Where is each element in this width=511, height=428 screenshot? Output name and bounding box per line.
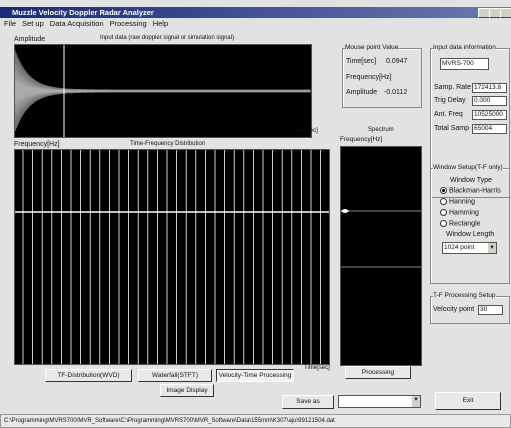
samp-rate-field: 172413.8 bbox=[472, 83, 507, 93]
group-title: T-F Processing Setup bbox=[433, 292, 496, 299]
axis-label: Amplitude bbox=[14, 36, 45, 43]
label: Trig Delay bbox=[434, 97, 466, 104]
wvd-button[interactable]: TF-Distribution(WVD) bbox=[45, 369, 132, 382]
amplitude-plot bbox=[14, 44, 312, 138]
radio-label: Blackman-Harris bbox=[449, 187, 501, 194]
label: Samp. Rate bbox=[434, 84, 471, 91]
status-bar: C:\Programming\MVRS700\MVR_Software\C:\P… bbox=[0, 414, 511, 428]
total-samp-field: 65004 bbox=[472, 124, 507, 134]
radio-option[interactable]: Hamming bbox=[440, 209, 479, 216]
image-button[interactable]: Image Display bbox=[160, 384, 214, 397]
radio-option[interactable]: Rectangle bbox=[440, 220, 481, 227]
value: 0.0947 bbox=[386, 58, 407, 65]
window-title: Muzzle Velocity Doppler Radar Analyzer bbox=[0, 8, 154, 17]
trig-delay-field: 0.000 bbox=[472, 96, 507, 106]
caption: Time-Frequency Distribution bbox=[130, 141, 205, 147]
menu-item[interactable]: File bbox=[4, 19, 16, 28]
label: Window Length bbox=[446, 231, 494, 238]
group-title: Mouse point Value bbox=[345, 44, 398, 51]
radio-option[interactable]: Blackman-Harris bbox=[440, 187, 501, 194]
menu-bar: File Set up Data Acquisition Processing Help bbox=[4, 19, 174, 28]
status-text: C:\Programming\MVRS700\MVR_Software\C:\P… bbox=[1, 418, 335, 424]
exit-button[interactable]: Exit bbox=[435, 392, 501, 410]
caption: Input data (raw doppler signal or simula… bbox=[100, 35, 234, 41]
axis-label: Time[sec] bbox=[292, 128, 318, 134]
radio-option[interactable]: Hanning bbox=[440, 198, 475, 205]
label: Velocity point bbox=[433, 306, 474, 313]
value: -0.0112 bbox=[384, 89, 407, 96]
ant-freq-field: 10525000 bbox=[472, 110, 507, 120]
velocity-field[interactable]: 30 bbox=[478, 305, 503, 315]
menu-item[interactable]: Processing bbox=[110, 19, 147, 28]
processing-button[interactable]: Processing bbox=[345, 366, 411, 379]
model-field[interactable]: MVRS-700 bbox=[440, 58, 489, 70]
radio-label: Hanning bbox=[449, 198, 475, 205]
tf-plot bbox=[14, 149, 330, 365]
waveform bbox=[15, 50, 311, 132]
menu-item[interactable]: Data Acquisition bbox=[50, 19, 104, 28]
radio-label: Hamming bbox=[449, 209, 479, 216]
save-button[interactable]: Save as bbox=[282, 395, 334, 409]
window-length-select[interactable]: 1024 point▾ bbox=[442, 242, 497, 254]
menu-item[interactable]: Help bbox=[153, 19, 168, 28]
spectrum-peak bbox=[341, 209, 349, 213]
app-window: {"window": {"title": "Muzzle Velocity Do… bbox=[0, 0, 511, 428]
title-bar: Muzzle Velocity Doppler Radar Analyzer bbox=[0, 7, 511, 18]
menu-item[interactable]: Set up bbox=[22, 19, 44, 28]
velocity-button[interactable]: Velocity-Time Processing bbox=[216, 369, 294, 382]
label: Time[sec] bbox=[346, 58, 376, 65]
label: Amplitude bbox=[346, 89, 377, 96]
label: Window Type bbox=[450, 177, 492, 184]
label: Ant. Freq bbox=[434, 111, 463, 118]
save-combo[interactable]: ▾ bbox=[338, 395, 421, 408]
select-value: 1024 point bbox=[444, 244, 474, 251]
group-title: Input data information bbox=[433, 44, 496, 51]
caption: Spectrum bbox=[368, 127, 394, 133]
close-button[interactable] bbox=[500, 8, 511, 18]
axis-label: Frequency[Hz] bbox=[14, 141, 60, 148]
axis-label: Time[sec] bbox=[304, 365, 330, 371]
axis-label: Frequency[Hz] bbox=[340, 136, 382, 143]
label: Frequency[Hz] bbox=[346, 74, 392, 81]
label: Total Samp bbox=[434, 125, 469, 132]
group-title: Window Setup(T-F only) bbox=[433, 164, 503, 171]
stft-button[interactable]: Waterfall(STFT) bbox=[138, 369, 212, 382]
radio-label: Rectangle bbox=[449, 220, 481, 227]
spectrum-plot bbox=[340, 146, 422, 366]
